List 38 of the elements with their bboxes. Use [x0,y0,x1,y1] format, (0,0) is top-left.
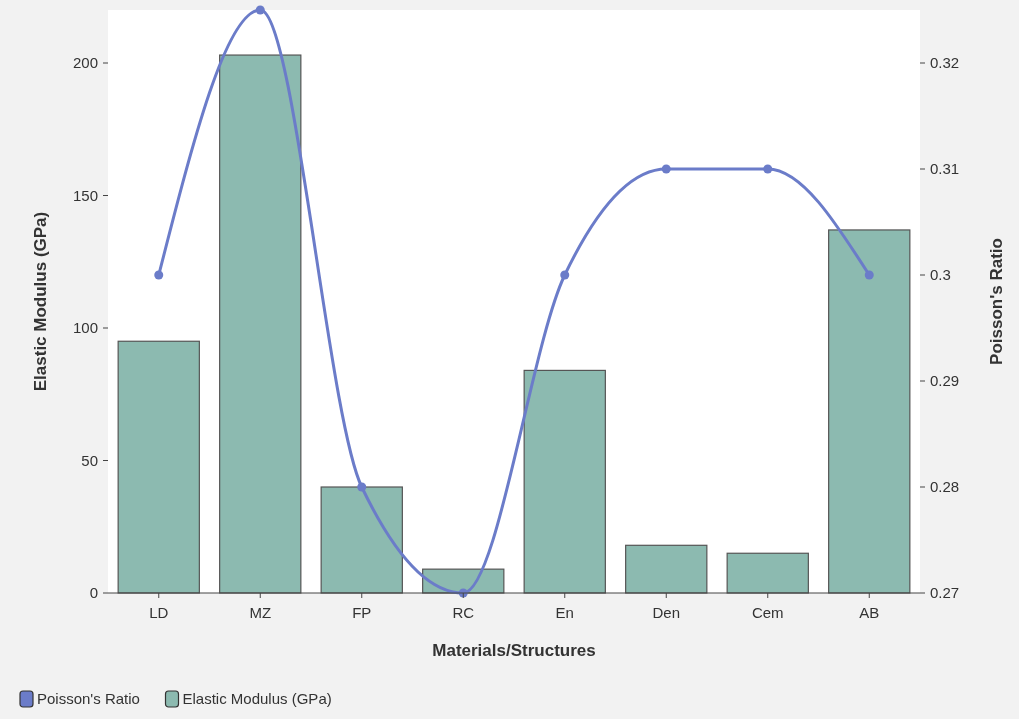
x-axis-title: Materials/Structures [432,641,596,660]
y-tick-label: 150 [72,186,98,204]
bar [219,54,302,594]
x-tick-label: FP [352,604,372,621]
y2-tick-label: 0.27 [930,584,960,602]
bar [320,486,403,594]
point [255,5,265,15]
y2-tick-label: 0.31 [930,160,960,178]
y2-tick-label: 0.32 [930,54,960,72]
point [154,270,164,280]
bar [726,552,809,594]
x-tick-label: RC [452,604,475,621]
point [560,270,570,280]
point [763,164,773,174]
y-tick-label: 100 [72,319,98,337]
point [864,270,874,280]
bar [523,369,606,594]
y-tick-label: 50 [81,451,98,469]
legend-label: Elastic Modulus (GPa) [182,690,332,708]
bar [828,229,911,594]
x-tick-label: En [555,604,574,621]
y-axis-title: Elastic Modulus (GPa) [31,211,50,392]
legend-label: Poisson's Ratio [37,690,140,708]
y2-tick-label: 0.29 [930,372,960,390]
x-tick-label: Den [652,604,681,621]
bar [625,544,708,594]
bar [117,340,200,594]
x-tick-label: AB [859,604,880,621]
y2-axis-title: Poisson's Ratio [987,238,1006,365]
x-tick-label: Cem [751,604,784,621]
y-tick-label: 200 [72,54,98,72]
y2-tick-label: 0.3 [930,266,951,284]
x-tick-label: LD [149,604,169,621]
y-tick-label: 0 [89,584,98,602]
y2-tick-label: 0.28 [930,478,960,496]
point [357,482,367,492]
point [661,164,671,174]
x-tick-label: MZ [249,604,272,621]
